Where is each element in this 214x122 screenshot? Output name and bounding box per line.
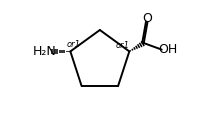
Text: H₂N: H₂N bbox=[33, 45, 57, 58]
Text: or1: or1 bbox=[116, 41, 130, 50]
Text: OH: OH bbox=[158, 43, 177, 56]
Text: or1: or1 bbox=[66, 40, 80, 49]
Text: O: O bbox=[143, 12, 152, 25]
